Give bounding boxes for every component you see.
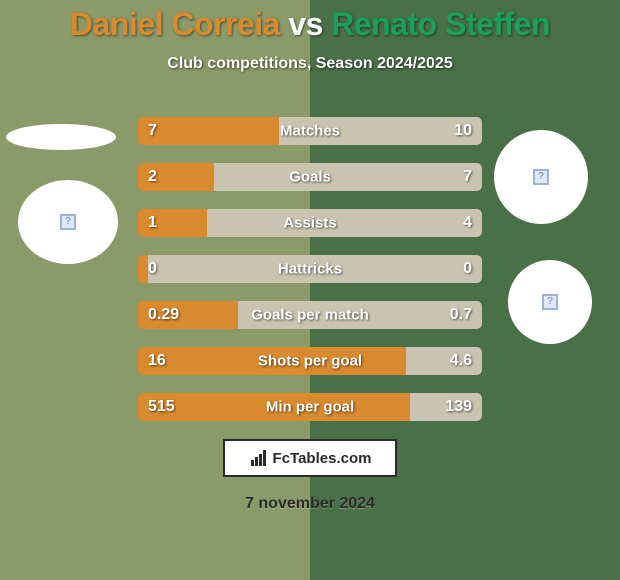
bar-right-value: 4.6	[450, 352, 472, 370]
bar-metric-label: Shots per goal	[258, 353, 362, 370]
bar-left-value: 0.29	[148, 306, 179, 324]
bar-right-value: 10	[454, 122, 472, 140]
bar-right-value: 139	[445, 398, 472, 416]
bar-left-value: 0	[148, 260, 157, 278]
bar-metric-label: Matches	[280, 123, 340, 140]
bar-row: 2 7 Goals	[138, 163, 482, 191]
bar-right-value: 4	[463, 214, 472, 232]
logo-text: FcTables.com	[273, 450, 372, 467]
bar-metric-label: Assists	[283, 215, 336, 232]
bar-row: 0 0 Hattricks	[138, 255, 482, 283]
page-title: Daniel Correia vs Renato Steffen	[0, 0, 620, 43]
bar-right-value: 0	[463, 260, 472, 278]
bar-row: 0.29 0.7 Goals per match	[138, 301, 482, 329]
bar-left-value: 7	[148, 122, 157, 140]
bar-left-value: 1	[148, 214, 157, 232]
bar-left-value: 2	[148, 168, 157, 186]
bar-left-value: 515	[148, 398, 175, 416]
bar-left-fill	[138, 255, 148, 283]
bar-right-value: 0.7	[450, 306, 472, 324]
title-player2: Renato Steffen	[331, 6, 550, 42]
bar-left-value: 16	[148, 352, 166, 370]
bar-row: 16 4.6 Shots per goal	[138, 347, 482, 375]
logo-box: FcTables.com	[223, 439, 397, 477]
bar-metric-label: Min per goal	[266, 399, 354, 416]
bar-right-fill	[207, 209, 482, 237]
bar-metric-label: Goals per match	[251, 307, 369, 324]
bar-right-fill	[214, 163, 482, 191]
title-player1: Daniel Correia	[70, 6, 280, 42]
date-text: 7 november 2024	[0, 495, 620, 513]
bar-row: 7 10 Matches	[138, 117, 482, 145]
subtitle: Club competitions, Season 2024/2025	[0, 55, 620, 73]
bar-metric-label: Goals	[289, 169, 331, 186]
chart-icon	[249, 448, 269, 468]
bar-row: 1 4 Assists	[138, 209, 482, 237]
bar-row: 515 139 Min per goal	[138, 393, 482, 421]
bar-left-fill	[138, 117, 279, 145]
bar-right-value: 7	[463, 168, 472, 186]
bar-metric-label: Hattricks	[278, 261, 342, 278]
title-vs: vs	[288, 6, 323, 42]
comparison-bars: 7 10 Matches 2 7 Goals 1 4 Assists 0 0 Hattricks 0.2…	[138, 117, 482, 421]
